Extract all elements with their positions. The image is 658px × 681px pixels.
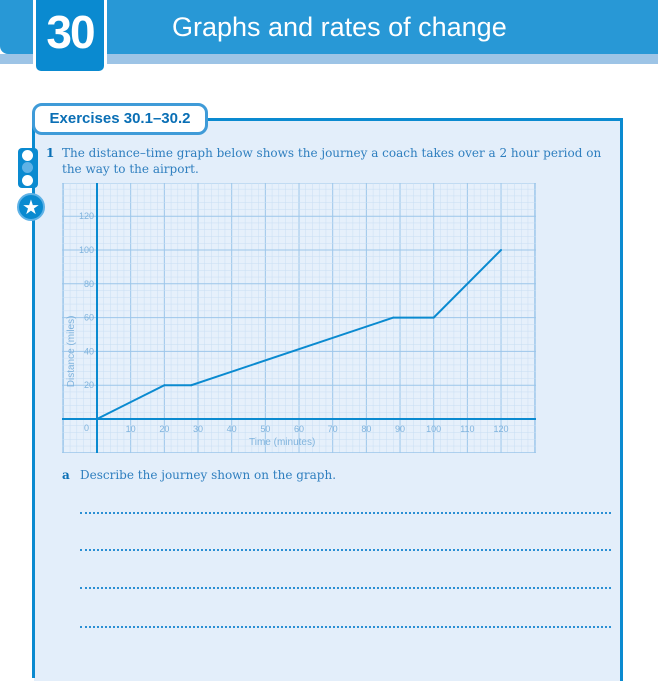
part-a-text: Describe the journey shown on the graph. <box>80 468 337 482</box>
answer-line[interactable] <box>80 587 611 589</box>
x-tick-label: 60 <box>294 424 304 434</box>
y-tick-label: 20 <box>84 380 94 390</box>
answer-line[interactable] <box>80 549 611 551</box>
data-point <box>163 384 166 387</box>
x-tick-label: 90 <box>395 424 405 434</box>
exercise-label: Exercises 30.1–30.2 <box>32 103 208 135</box>
x-tick-label: 30 <box>193 424 203 434</box>
light-dot-icon <box>22 150 33 161</box>
light-dot-icon <box>22 162 33 173</box>
data-point <box>432 316 435 319</box>
x-tick-label: 40 <box>227 424 237 434</box>
x-tick-label: 20 <box>159 424 169 434</box>
distance-time-graph: 0 10 20 30 40 50 60 70 80 90 100 110 120 20 40 60 80 100 1… <box>62 183 536 453</box>
x-tick-label: 50 <box>260 424 270 434</box>
data-point <box>96 418 98 420</box>
question-text: The distance–time graph below shows the … <box>62 146 602 176</box>
chapter-number-badge: 30 <box>33 0 107 74</box>
chapter-title: Graphs and rates of change <box>172 12 507 42</box>
x-axis-label: Time (minutes) <box>249 437 315 448</box>
x-tick-label: 120 <box>494 424 509 434</box>
part-a-label: a <box>62 468 70 482</box>
data-point <box>500 249 503 251</box>
light-dot-icon <box>22 175 33 186</box>
x-tick-label: 110 <box>460 424 474 434</box>
origin-label: 0 <box>84 423 89 433</box>
data-point <box>190 384 193 387</box>
y-axis-label: Distance (miles) <box>66 316 77 388</box>
question-number: 1 <box>46 146 55 160</box>
answer-line[interactable] <box>80 512 611 514</box>
y-tick-label: 80 <box>84 279 94 289</box>
answer-line[interactable] <box>80 626 611 628</box>
chapter-header-bar <box>0 0 658 54</box>
x-tick-label: 70 <box>328 424 338 434</box>
panel-left-border <box>32 118 35 678</box>
y-tick-label: 120 <box>79 211 94 221</box>
x-tick-label: 100 <box>426 424 441 434</box>
x-tick-label: 10 <box>126 424 136 434</box>
y-tick-label: 60 <box>84 313 94 323</box>
x-tick-label: 80 <box>361 424 371 434</box>
y-tick-label: 40 <box>84 346 94 356</box>
header-strip <box>0 54 658 64</box>
star-icon: ★ <box>17 193 45 221</box>
y-tick-label: 100 <box>79 245 94 255</box>
journey-line <box>96 249 502 420</box>
data-point <box>392 316 395 319</box>
difficulty-traffic-light-icon <box>18 148 38 188</box>
